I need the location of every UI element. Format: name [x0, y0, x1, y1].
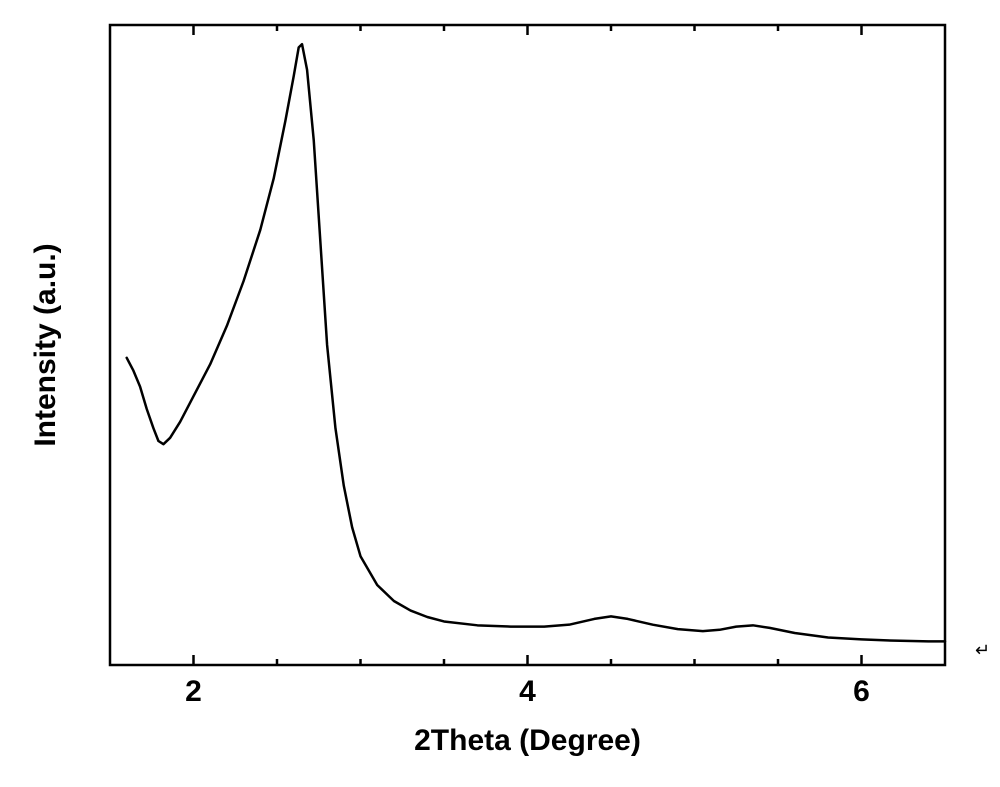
y-axis-label: Intensity (a.u.) [29, 243, 62, 446]
xrd-data-line [127, 44, 945, 641]
x-axis-label: 2Theta (Degree) [414, 724, 641, 757]
xrd-chart: 2 4 6 2Theta (Degree) Intensity (a.u.) ↵ [0, 0, 1000, 787]
x-axis-ticks [194, 25, 862, 665]
plot-frame [110, 25, 945, 665]
x-axis-tick-labels: 2 4 6 [185, 675, 870, 708]
x-tick-label: 4 [519, 675, 536, 708]
chart-svg: 2 4 6 2Theta (Degree) Intensity (a.u.) [0, 0, 1000, 787]
carriage-return-glyph: ↵ [975, 640, 990, 661]
x-tick-label: 6 [853, 675, 870, 708]
x-tick-label: 2 [185, 675, 202, 708]
